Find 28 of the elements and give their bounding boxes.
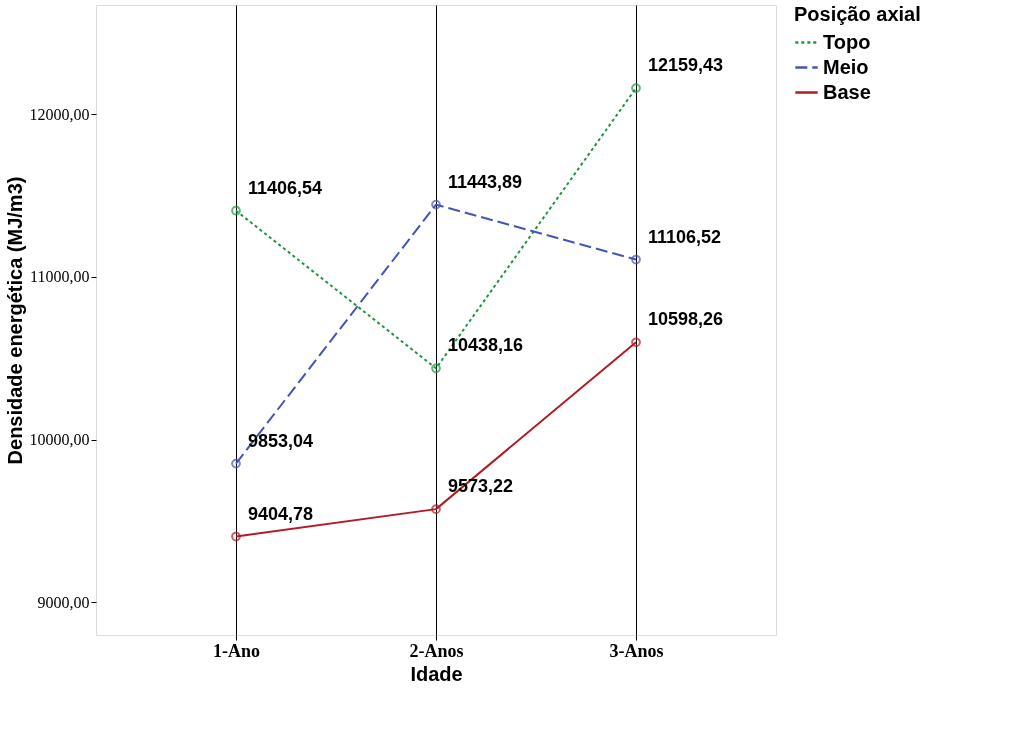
point — [431, 199, 441, 210]
x-tick-label: 2-Anos — [409, 640, 464, 661]
x-tick-label: 3-Anos — [609, 640, 664, 661]
data-label: 9853,04 — [248, 430, 314, 451]
data-label: 11106,52 — [648, 226, 722, 247]
x-tick-label: 1-Ano — [212, 640, 261, 661]
y-tick-label: 12000,00 — [29, 105, 90, 123]
point — [431, 363, 441, 374]
data-label: 9404,78 — [248, 503, 314, 524]
data-label: 11406,54 — [248, 177, 323, 198]
legend-label: Base — [823, 80, 871, 103]
data-label: 11443,89 — [448, 171, 523, 192]
legend-title: Posição axial — [794, 3, 921, 25]
data-label: 10598,26 — [648, 309, 724, 330]
y-axis-title: Densidade energética (MJ/m3) — [3, 176, 26, 465]
point — [431, 504, 441, 514]
legend-label: Meio — [823, 55, 869, 78]
point — [631, 254, 641, 265]
y-tick-label: 11000,00 — [30, 268, 90, 286]
point — [231, 205, 241, 216]
point — [231, 458, 241, 469]
y-tick-label: 9000,00 — [37, 593, 90, 611]
legend-label: Topo — [823, 30, 871, 53]
data-label: 12159,43 — [648, 55, 724, 76]
y-tick-label: 10000,00 — [29, 431, 90, 449]
x-axis-title: Idade — [410, 662, 463, 685]
point — [631, 83, 641, 93]
data-label: 10438,16 — [448, 335, 524, 356]
